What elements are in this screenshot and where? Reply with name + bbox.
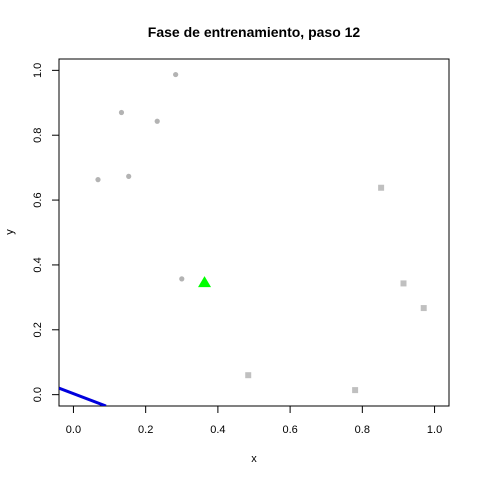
y-tick-label: 0.2 [32,322,44,337]
x-axis: 0.0 0.2 0.4 0.6 0.8 1.0 [66,406,442,436]
decision-line [59,386,107,406]
x-tick-label: 1.0 [427,424,442,436]
circle-point [173,71,179,78]
y-axis: 0.0 0.2 0.4 0.6 0.8 1.0 [32,63,59,402]
circle-point [95,177,101,183]
triangle-point [198,276,212,288]
x-tick-label: 0.2 [138,424,153,436]
circle-point [179,276,185,282]
y-axis-label: y [4,229,16,235]
chart-title: Fase de entrenamiento, paso 12 [148,24,361,40]
circle-point [118,109,125,116]
circle-point [154,118,160,124]
circle-point [126,173,132,179]
line-layer [59,386,107,406]
square-point [352,387,359,394]
square-point [245,372,252,379]
y-tick-label: 0.6 [32,192,44,207]
square-point [400,280,407,287]
y-tick-label: 1.0 [32,63,44,78]
square-point [420,305,427,312]
x-tick-label: 0.4 [210,424,225,436]
x-tick-label: 0.8 [355,424,370,436]
x-tick-label: 0.6 [282,424,297,436]
square-point [378,184,385,191]
y-tick-label: 0.8 [32,128,44,143]
x-tick-label: 0.0 [66,424,81,436]
y-tick-label: 0.0 [32,387,44,402]
x-axis-label: x [251,453,257,465]
plot-frame [58,58,450,407]
points-layer [95,71,427,394]
y-tick-label: 0.4 [32,257,44,272]
